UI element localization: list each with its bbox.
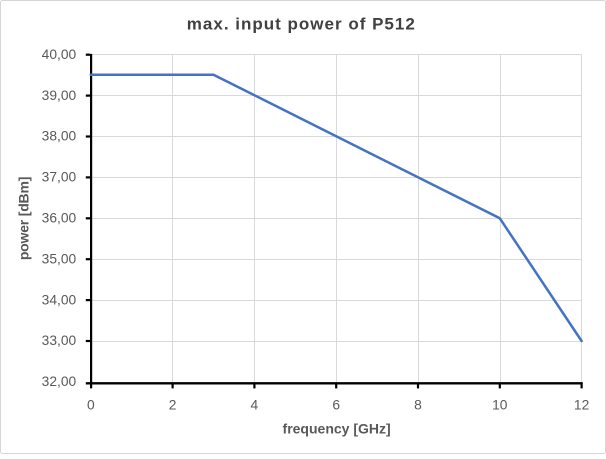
svg-text:4: 4 xyxy=(251,397,259,412)
svg-text:power [dBm]: power [dBm] xyxy=(16,177,32,260)
svg-text:32,00: 32,00 xyxy=(42,374,77,389)
svg-text:40,00: 40,00 xyxy=(42,47,77,62)
svg-text:38,00: 38,00 xyxy=(42,129,77,144)
svg-text:35,00: 35,00 xyxy=(42,251,77,266)
svg-text:36,00: 36,00 xyxy=(42,211,77,226)
svg-text:12: 12 xyxy=(574,397,589,412)
svg-text:37,00: 37,00 xyxy=(42,170,77,185)
svg-text:max. input power of P512: max. input power of P512 xyxy=(187,14,416,33)
svg-text:frequency [GHz]: frequency [GHz] xyxy=(283,421,391,437)
svg-text:8: 8 xyxy=(414,397,422,412)
svg-text:39,00: 39,00 xyxy=(42,88,77,103)
svg-text:10: 10 xyxy=(492,397,508,412)
svg-text:0: 0 xyxy=(87,397,95,412)
svg-text:33,00: 33,00 xyxy=(42,333,77,348)
svg-text:34,00: 34,00 xyxy=(42,292,77,307)
svg-text:6: 6 xyxy=(332,397,340,412)
svg-text:2: 2 xyxy=(169,397,177,412)
